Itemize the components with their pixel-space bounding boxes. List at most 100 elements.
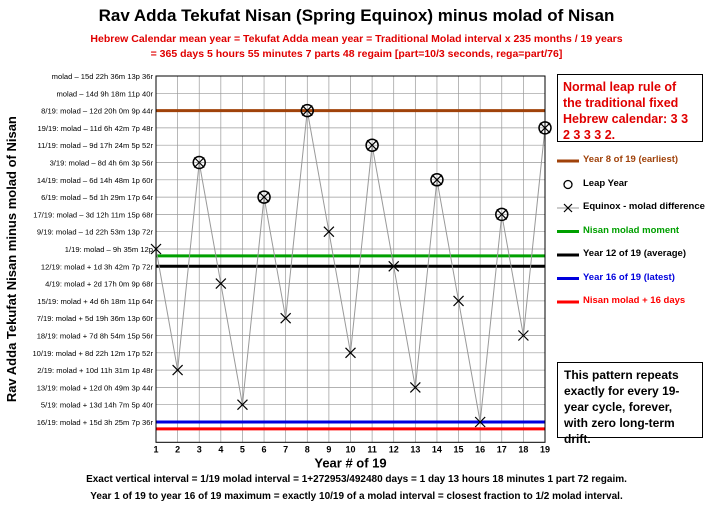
x-axis-label: Year # of 19 — [314, 455, 386, 470]
point-cross — [237, 399, 248, 411]
x-tick-label: 19 — [540, 444, 550, 454]
data-point — [215, 278, 227, 290]
legend-label: Nisan molad moment — [583, 224, 680, 236]
data-point — [237, 399, 248, 411]
legend-circle-symbol — [563, 179, 573, 190]
y-tick-label: molad – 15d 22h 36m 13p 36r — [52, 72, 154, 81]
data-point — [323, 226, 335, 238]
leap-rule-note: Normal leap rule of the traditional fixe… — [557, 74, 703, 142]
point-cross — [366, 139, 378, 151]
point-cross — [345, 347, 356, 359]
y-tick-label: 4/19: molad + 2d 17h 0m 9p 68r — [45, 280, 153, 289]
leap-year-circle — [365, 138, 379, 152]
x-tick-label: 3 — [197, 444, 202, 454]
point-cross — [280, 312, 292, 324]
data-point — [453, 295, 464, 307]
data-point — [517, 330, 529, 341]
y-tick-label: 8/19: molad – 12d 20h 0m 9p 44r — [41, 107, 153, 116]
chart-subtitle-line2: = 365 days 5 hours 55 minutes 7 parts 48… — [150, 48, 563, 60]
x-tick-label: 4 — [218, 444, 223, 454]
reference-lines — [156, 109, 545, 431]
leap-year-circle — [192, 155, 206, 170]
point-cross — [323, 226, 335, 238]
legend-label: Equinox - molad difference — [583, 201, 705, 212]
y-tick-label: 12/19: molad + 1d 3h 42m 7p 72r — [41, 262, 154, 271]
leap-year-circle — [430, 173, 444, 187]
y-tick-label: 11/19: molad – 9d 17h 24m 5p 52r — [37, 141, 153, 150]
x-tick-label: 16 — [475, 444, 485, 454]
data-point — [300, 103, 315, 118]
y-tick-label: 19/19: molad – 11d 6h 42m 7p 48r — [37, 124, 153, 133]
y-tick-label: 13/19: molad + 12d 0h 49m 3p 44r — [37, 383, 154, 392]
y-tick-label: 9/19: molad – 1d 22h 53m 13p 72r — [37, 228, 154, 237]
legend-label: Nisan molad + 16 days — [583, 295, 686, 306]
y-tick-label: 2/19: molad + 10d 11h 31m 1p 48r — [37, 366, 153, 375]
x-tick-label: 13 — [410, 444, 420, 454]
y-tick-label: 6/19: molad – 5d 1h 29m 17p 64r — [41, 193, 153, 202]
y-tick-label: 3/19: molad – 8d 4h 6m 3p 56r — [50, 159, 154, 168]
x-tick-label: 8 — [305, 444, 310, 454]
point-cross — [409, 381, 421, 393]
point-cross — [496, 208, 508, 220]
leap-year-circle — [495, 207, 509, 222]
y-axis-label: Rav Adda Tekufat Nisan minus molad of Ni… — [4, 116, 19, 402]
x-tick-label: 9 — [326, 444, 331, 454]
x-tick-labels: 1 2 3 4 5 6 7 8 9 10 11 12 13 14 15 16 17 18 19 — [153, 444, 550, 454]
point-cross — [258, 191, 270, 203]
data-point — [365, 138, 379, 152]
chart-subtitle-line1: Hebrew Calendar mean year = Tekufat Adda… — [90, 33, 623, 45]
legend-symbols — [557, 159, 579, 304]
point-cross — [172, 364, 184, 376]
data-point — [474, 416, 486, 428]
y-tick-label: 18/19: molad + 7d 8h 54m 15p 56r — [37, 332, 154, 341]
y-tick-label: 17/19: molad – 3d 12h 11m 15p 68r — [33, 210, 153, 219]
y-tick-label: 1/19: molad – 9h 35m 12p — [65, 245, 153, 254]
y-tick-label: 10/19: molad + 8d 22h 12m 17p 52r — [32, 349, 153, 358]
data-point — [409, 381, 421, 393]
point-cross — [517, 330, 529, 341]
x-tick-label: 14 — [432, 444, 442, 454]
point-cross — [474, 416, 486, 428]
y-tick-label: 14/19: molad – 6d 14h 48m 1p 60r — [37, 176, 154, 185]
leap-year-circle — [300, 103, 315, 118]
y-tick-label: 15/19: molad + 4d 6h 18m 11p 64r — [37, 297, 153, 306]
footer-line2: Year 1 of 19 to year 16 of 19 maximum = … — [90, 491, 623, 502]
x-tick-label: 12 — [389, 444, 399, 454]
point-cross — [215, 278, 227, 290]
x-tick-label: 10 — [345, 444, 355, 454]
x-tick-label: 6 — [262, 444, 267, 454]
legend-cross-symbol — [563, 203, 573, 213]
point-cross — [431, 174, 443, 186]
data-point — [192, 155, 206, 170]
y-tick-label: molad – 14d 9h 18m 11p 40r — [56, 89, 153, 98]
chart-title: Rav Adda Tekufat Nisan (Spring Equinox) … — [98, 6, 615, 25]
data-point — [345, 347, 356, 359]
x-tick-label: 15 — [454, 444, 464, 454]
data-point — [495, 207, 509, 222]
legend-label: Year 16 of 19 (latest) — [583, 271, 675, 283]
legend-label: Year 12 of 19 (average) — [583, 248, 686, 259]
x-tick-label: 17 — [497, 444, 507, 454]
legend-label: Year 8 of 19 (earliest) — [583, 154, 679, 165]
point-cross — [301, 105, 313, 117]
x-tick-label: 1 — [153, 444, 158, 454]
chart-grid — [155, 75, 546, 443]
x-tick-label: 11 — [367, 444, 377, 454]
data-point — [172, 364, 184, 376]
point-cross — [193, 157, 205, 168]
leap-year-circle — [257, 190, 271, 204]
data-point — [430, 173, 444, 187]
plot-frame — [155, 75, 546, 443]
footer-line1: Exact vertical interval = 1/19 molad int… — [86, 474, 627, 485]
y-tick-label: 16/19: molad + 15d 3h 25m 7p 36r — [37, 418, 154, 427]
x-tick-label: 7 — [283, 444, 288, 454]
data-point — [388, 260, 400, 272]
x-tick-label: 5 — [240, 444, 245, 454]
point-cross — [388, 260, 400, 272]
y-tick-label: 7/19: molad + 5d 19h 36m 13p 60r — [37, 314, 154, 323]
data-series — [150, 103, 552, 428]
data-point — [257, 190, 271, 204]
point-cross — [453, 295, 464, 307]
data-point — [280, 312, 292, 324]
